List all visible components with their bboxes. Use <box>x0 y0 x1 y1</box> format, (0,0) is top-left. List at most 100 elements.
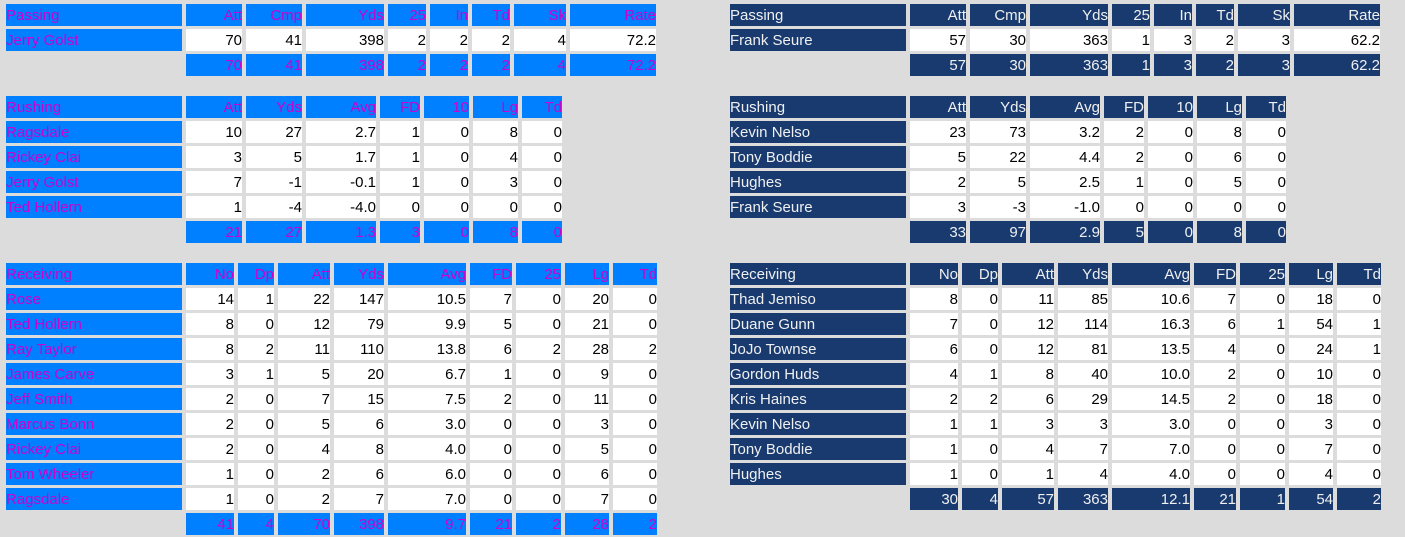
stat-value: 2 <box>1194 388 1236 410</box>
player-name: Tom Wheeler <box>6 463 182 485</box>
player-name: Duane Gunn <box>730 313 906 335</box>
column-header: Td <box>1196 4 1234 26</box>
stat-value: 6 <box>565 463 609 485</box>
section-title: Receiving <box>6 263 182 285</box>
player-name: JoJo Townse <box>730 338 906 360</box>
stat-value: 14 <box>186 288 234 310</box>
stat-value: 3 <box>1289 413 1333 435</box>
totals-spacer <box>6 221 182 243</box>
column-header: Yds <box>246 96 302 118</box>
stat-value: 73 <box>970 121 1026 143</box>
stat-value: 62.2 <box>1294 29 1380 51</box>
passing-table: Passing Att Cmp Yds 25 In Td Sk Rate Jerry Golst 7… <box>2 1 660 79</box>
totals-value: 41 <box>186 513 234 535</box>
stat-value: 1 <box>1104 171 1144 193</box>
column-header: No <box>910 263 958 285</box>
stat-value: 2 <box>962 388 998 410</box>
player-name: Rose <box>6 288 182 310</box>
stat-value: 1 <box>962 363 998 385</box>
stat-value: 0 <box>1148 146 1193 168</box>
stat-value: 4 <box>1002 438 1054 460</box>
column-header: FD <box>380 96 420 118</box>
stat-value: 0 <box>380 196 420 218</box>
stat-value: 18 <box>1289 288 1333 310</box>
player-row: Rickey Clai 2 0 4 8 4.0 0 0 5 0 <box>6 438 657 460</box>
stat-value: 110 <box>334 338 384 360</box>
totals-value: 21 <box>1194 488 1236 510</box>
totals-value: 4 <box>238 513 274 535</box>
stat-value: 0 <box>238 488 274 510</box>
column-header: 10 <box>424 96 469 118</box>
stat-value: 2 <box>238 338 274 360</box>
stat-value: 0 <box>1104 196 1144 218</box>
column-header: Att <box>1002 263 1054 285</box>
stat-value: 22 <box>278 288 330 310</box>
player-row: Ted Hollern 1 -4 -4.0 0 0 0 0 <box>6 196 562 218</box>
totals-spacer <box>730 54 906 76</box>
player-row: Ted Hollern 8 0 12 79 9.9 5 0 21 0 <box>6 313 657 335</box>
stat-value: 6.0 <box>388 463 466 485</box>
stat-value: 0 <box>1194 413 1236 435</box>
player-name: Frank Seure <box>730 29 906 51</box>
stat-value: 0 <box>1246 171 1286 193</box>
stat-value: 0 <box>238 413 274 435</box>
column-header: No <box>186 263 234 285</box>
stat-value: 10 <box>186 121 242 143</box>
stat-value: 3.2 <box>1030 121 1100 143</box>
stat-value: 0 <box>962 463 998 485</box>
totals-value: 2 <box>388 54 426 76</box>
stat-value: 21 <box>565 313 609 335</box>
player-name: Jerry Golst <box>6 171 182 193</box>
totals-value: 8 <box>1197 221 1242 243</box>
totals-value: 2 <box>613 513 657 535</box>
player-name: Ted Hollern <box>6 196 182 218</box>
table-header-row: Passing Att Cmp Yds 25 In Td Sk Rate <box>730 4 1380 26</box>
stat-value: 8 <box>1002 363 1054 385</box>
totals-row: 30 4 57 363 12.1 21 1 54 2 <box>730 488 1381 510</box>
stat-value: 1 <box>380 171 420 193</box>
stat-value: 9 <box>565 363 609 385</box>
column-header: Att <box>910 96 966 118</box>
stat-value: 1 <box>238 288 274 310</box>
table-header-row: Rushing Att Yds Avg FD 10 Lg Td <box>730 96 1286 118</box>
stat-value: 1 <box>186 196 242 218</box>
stat-value: 1 <box>962 413 998 435</box>
totals-value: 72.2 <box>570 54 656 76</box>
stat-value: 11 <box>1002 288 1054 310</box>
stat-value: 1 <box>1112 29 1150 51</box>
column-header: Yds <box>334 263 384 285</box>
section-title: Passing <box>730 4 906 26</box>
column-header: FD <box>1194 263 1236 285</box>
stat-value: 3 <box>1002 413 1054 435</box>
stat-value: 0 <box>470 488 512 510</box>
stat-value: 5 <box>565 438 609 460</box>
stat-value: 0 <box>522 121 562 143</box>
stat-value: 3 <box>186 146 242 168</box>
stat-value: 0 <box>238 388 274 410</box>
stat-value: 7 <box>565 488 609 510</box>
player-row: Hughes 2 5 2.5 1 0 5 0 <box>730 171 1286 193</box>
stat-value: 0 <box>613 363 657 385</box>
player-row: Frank Seure 57 30 363 1 3 2 3 62.2 <box>730 29 1380 51</box>
totals-spacer <box>6 513 182 535</box>
stat-value: 5 <box>970 171 1026 193</box>
totals-value: 30 <box>970 54 1026 76</box>
totals-value: 27 <box>246 221 302 243</box>
stat-value: 1 <box>380 146 420 168</box>
rushing-table: Rushing Att Yds Avg FD 10 Lg Td Kevin Nelso 23 73 3… <box>726 93 1290 246</box>
totals-value: 33 <box>910 221 966 243</box>
stat-value: 0 <box>1240 388 1285 410</box>
stat-value: 1 <box>1337 338 1381 360</box>
column-header: Avg <box>1030 96 1100 118</box>
column-header: In <box>430 4 468 26</box>
stat-value: 0 <box>1337 438 1381 460</box>
stat-value: 0 <box>1337 363 1381 385</box>
player-name: Rickey Clai <box>6 438 182 460</box>
stat-value: 1 <box>1240 313 1285 335</box>
stat-value: 1 <box>910 438 958 460</box>
stat-value: 4 <box>1289 463 1333 485</box>
stat-value: 29 <box>1058 388 1108 410</box>
totals-value: 0 <box>1246 221 1286 243</box>
stat-value: 0 <box>238 438 274 460</box>
